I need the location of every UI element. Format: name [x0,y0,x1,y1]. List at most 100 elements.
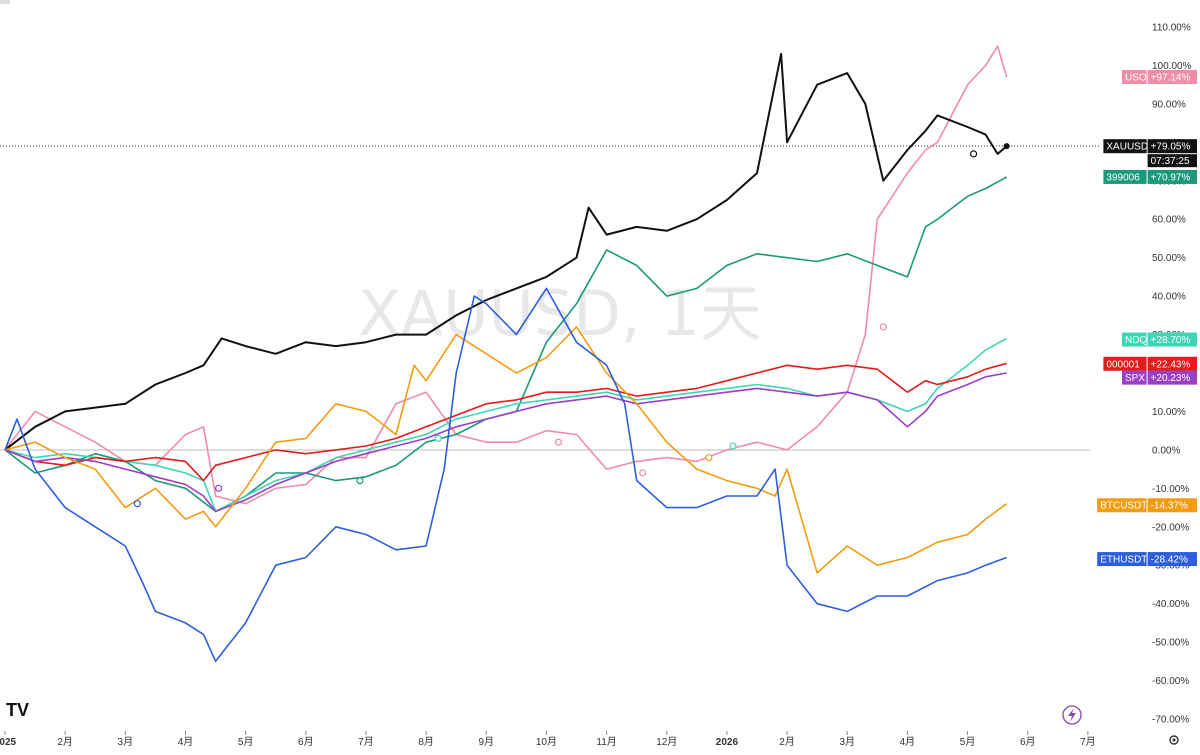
series-label-spx[interactable]: SPX +20.23% [1122,370,1197,385]
event-marker[interactable] [879,323,887,331]
series-label-btcusdt[interactable]: BTCUSDT -14.37% [1097,498,1197,513]
tradingview-logo-text: TV [6,700,29,720]
series-name-text: 399006 [1106,172,1140,183]
y-tick-label: 110.00% [1152,23,1191,34]
x-tick-label: 2026 [716,737,739,748]
y-tick-label: -50.00% [1152,638,1189,649]
x-tick-label: 5月 [238,736,254,748]
series-value-badge [1147,69,1197,84]
flash-icon[interactable] [1062,705,1082,725]
y-tick-label: 10.00% [1152,407,1186,418]
event-marker[interactable] [639,469,647,477]
event-marker[interactable] [554,438,563,446]
x-tick-label: 6月 [298,736,314,748]
series-value-badge [1147,139,1197,154]
y-tick-label: 50.00% [1152,253,1186,264]
x-tick-label: 5月 [960,736,976,748]
x-tick-label: 9月 [479,736,495,748]
y-tick-label: -70.00% [1152,715,1189,726]
y-tick-label: 0.00% [1152,445,1180,456]
x-tick-label: 11月 [596,736,616,748]
x-tick-label: 10月 [536,736,557,748]
series-line-uso[interactable] [4,45,1008,505]
event-marker[interactable] [356,477,364,485]
series-value-text: +97.14% [1151,72,1191,83]
series-line-xauusd[interactable] [4,52,1008,451]
x-tick-label: 3月 [839,736,855,748]
event-marker[interactable] [133,500,141,508]
series-value-badge [1147,169,1197,184]
series-line-000001[interactable] [4,362,1007,482]
series-line-btcusdt[interactable] [4,326,1008,574]
x-tick-label: 2025 [0,737,17,748]
series-label-399006[interactable]: 399006 +70.97% [1103,169,1197,184]
series-name-badge [1097,498,1147,513]
series-name-badge [1097,552,1147,567]
resize-handle-icon[interactable] [0,0,10,4]
series-value-badge [1147,498,1197,513]
series-label-uso[interactable]: USO +97.14% [1122,69,1197,84]
event-marker[interactable] [969,150,978,158]
y-tick-label: 60.00% [1152,215,1186,226]
y-tick-label: -10.00% [1152,484,1189,495]
series-value-text: -28.42% [1151,555,1188,566]
y-tick-label: -30.00% [1152,561,1189,572]
event-marker[interactable] [705,453,713,462]
series-name-text: USO [1125,72,1147,83]
series-name-badge [1122,370,1147,385]
series-name-text: ETHUSDT [1100,555,1147,566]
series-line-399006[interactable] [4,176,1008,513]
series-name-text: NDQ [1125,335,1147,346]
series-value-text: +79.05% [1151,142,1191,153]
series-name-text: BTCUSDT [1100,501,1147,512]
tradingview-logo[interactable]: TV [6,700,29,720]
series-value-text: +28.70% [1151,335,1191,346]
series-label-000001[interactable]: 000001 +22.43% [1103,356,1197,371]
x-tick-label: 2月 [57,736,73,748]
y-tick-label: -40.00% [1152,599,1189,610]
x-tick-label: 2月 [779,736,795,748]
x-tick-label: 6月 [1020,736,1036,748]
series-name-text: SPX [1125,373,1145,384]
y-tick-label: -60.00% [1152,676,1189,687]
series-name-badge [1122,69,1147,84]
series-value-text: +70.97% [1151,172,1191,183]
x-tick-label: 3月 [118,736,134,748]
x-tick-label: 8月 [418,736,434,748]
series-name-text: 000001 [1106,359,1140,370]
y-tick-label: 90.00% [1152,99,1186,110]
event-marker[interactable] [214,484,223,492]
y-tick-label: 40.00% [1152,292,1186,303]
y-tick-label: 100.00% [1152,61,1192,72]
series-name-badge [1103,356,1147,371]
series-label-xauusd[interactable]: XAUUSD +79.05% 07:37:25 [1103,139,1197,168]
event-marker[interactable] [434,434,442,442]
x-tick-label: 12月 [656,736,677,748]
series-line-ethusdt[interactable] [4,287,1007,663]
series-label-ethusdt[interactable]: ETHUSDT -28.42% [1097,552,1197,567]
x-tick-label: 7月 [358,736,374,748]
settings-gear-icon[interactable] [1169,735,1179,745]
series-name-badge [1103,139,1147,154]
y-tick-label: -20.00% [1152,522,1189,533]
series-name-text: XAUUSD [1106,142,1148,153]
series-value-text: +22.43% [1151,359,1191,370]
x-tick-label: 7月 [1080,736,1096,748]
series-name-badge [1103,169,1147,184]
countdown-badge [1147,154,1197,168]
series-line-spx[interactable] [4,372,1007,513]
series-value-badge [1147,332,1197,347]
series-value-text: -14.37% [1151,501,1188,512]
series-value-text: +20.23% [1151,373,1191,384]
series-label-ndq[interactable]: NDQ +28.70% [1122,332,1197,347]
x-tick-label: 4月 [178,736,194,748]
event-marker[interactable] [729,442,737,450]
series-value-badge [1147,552,1197,567]
series-name-badge [1122,332,1147,347]
x-tick-label: 4月 [900,736,916,748]
series-end-dot-xauusd [1003,143,1010,150]
countdown-text: 07:37:25 [1151,156,1190,167]
series-value-badge [1147,356,1197,371]
